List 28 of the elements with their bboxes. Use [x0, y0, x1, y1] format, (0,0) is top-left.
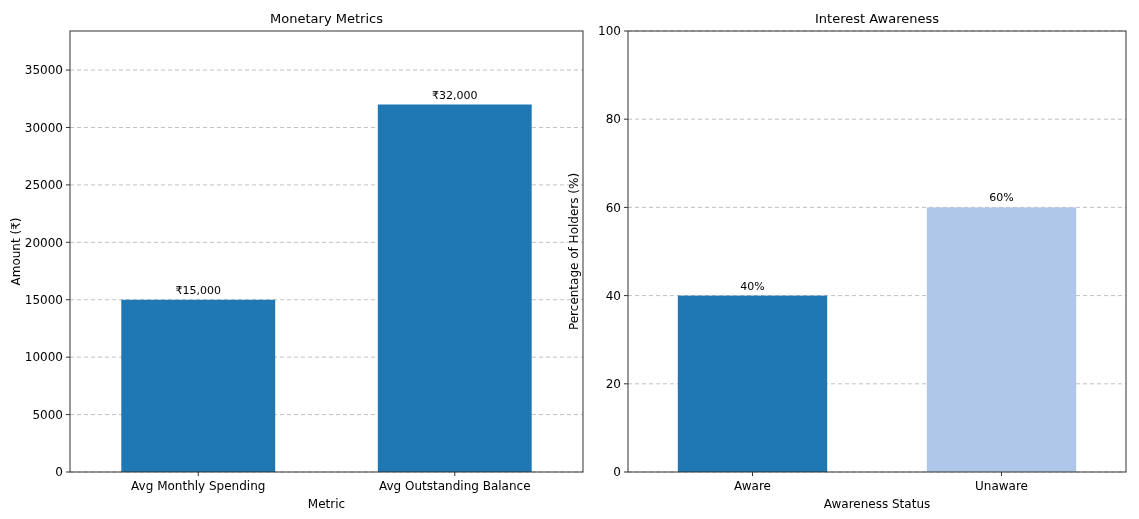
x-tick-label: Aware: [734, 479, 771, 493]
x-tick-label: Avg Outstanding Balance: [378, 479, 531, 493]
x-tick-label: Unaware: [975, 479, 1028, 493]
y-tick-label: 80: [605, 112, 621, 127]
y-tick-label: 60: [605, 200, 621, 215]
y-tick-label: 5000: [32, 407, 63, 422]
y-tick-label: 40: [605, 288, 621, 303]
y-tick-label: 10000: [24, 350, 63, 365]
y-tick-label: 30000: [24, 120, 63, 135]
y-tick-label: 0: [613, 465, 621, 480]
data-label: 60%: [989, 191, 1014, 205]
y-tick-label: 25000: [24, 178, 63, 193]
y-axis-title: Percentage of Holders (%): [567, 172, 581, 331]
chart-title: Interest Awareness: [814, 11, 940, 26]
data-label: 40%: [740, 279, 765, 293]
y-tick-label: 20: [605, 377, 621, 391]
x-axis-title: Awareness Status: [823, 497, 931, 511]
y-tick-label: 100: [598, 24, 621, 39]
y-tick-label: 35000: [24, 63, 63, 78]
y-tick-label: 20000: [24, 235, 63, 250]
y-tick-label: 0: [55, 465, 63, 480]
data-label: ₹15,000: [175, 283, 221, 297]
y-axis-title: Amount (₹): [9, 217, 23, 286]
chart-title: Monetary Metrics: [270, 11, 384, 26]
data-label: ₹32,000: [432, 88, 478, 102]
x-axis-title: Metric: [307, 497, 346, 511]
y-tick-label: 15000: [24, 292, 63, 307]
x-tick-label: Avg Monthly Spending: [131, 479, 266, 493]
